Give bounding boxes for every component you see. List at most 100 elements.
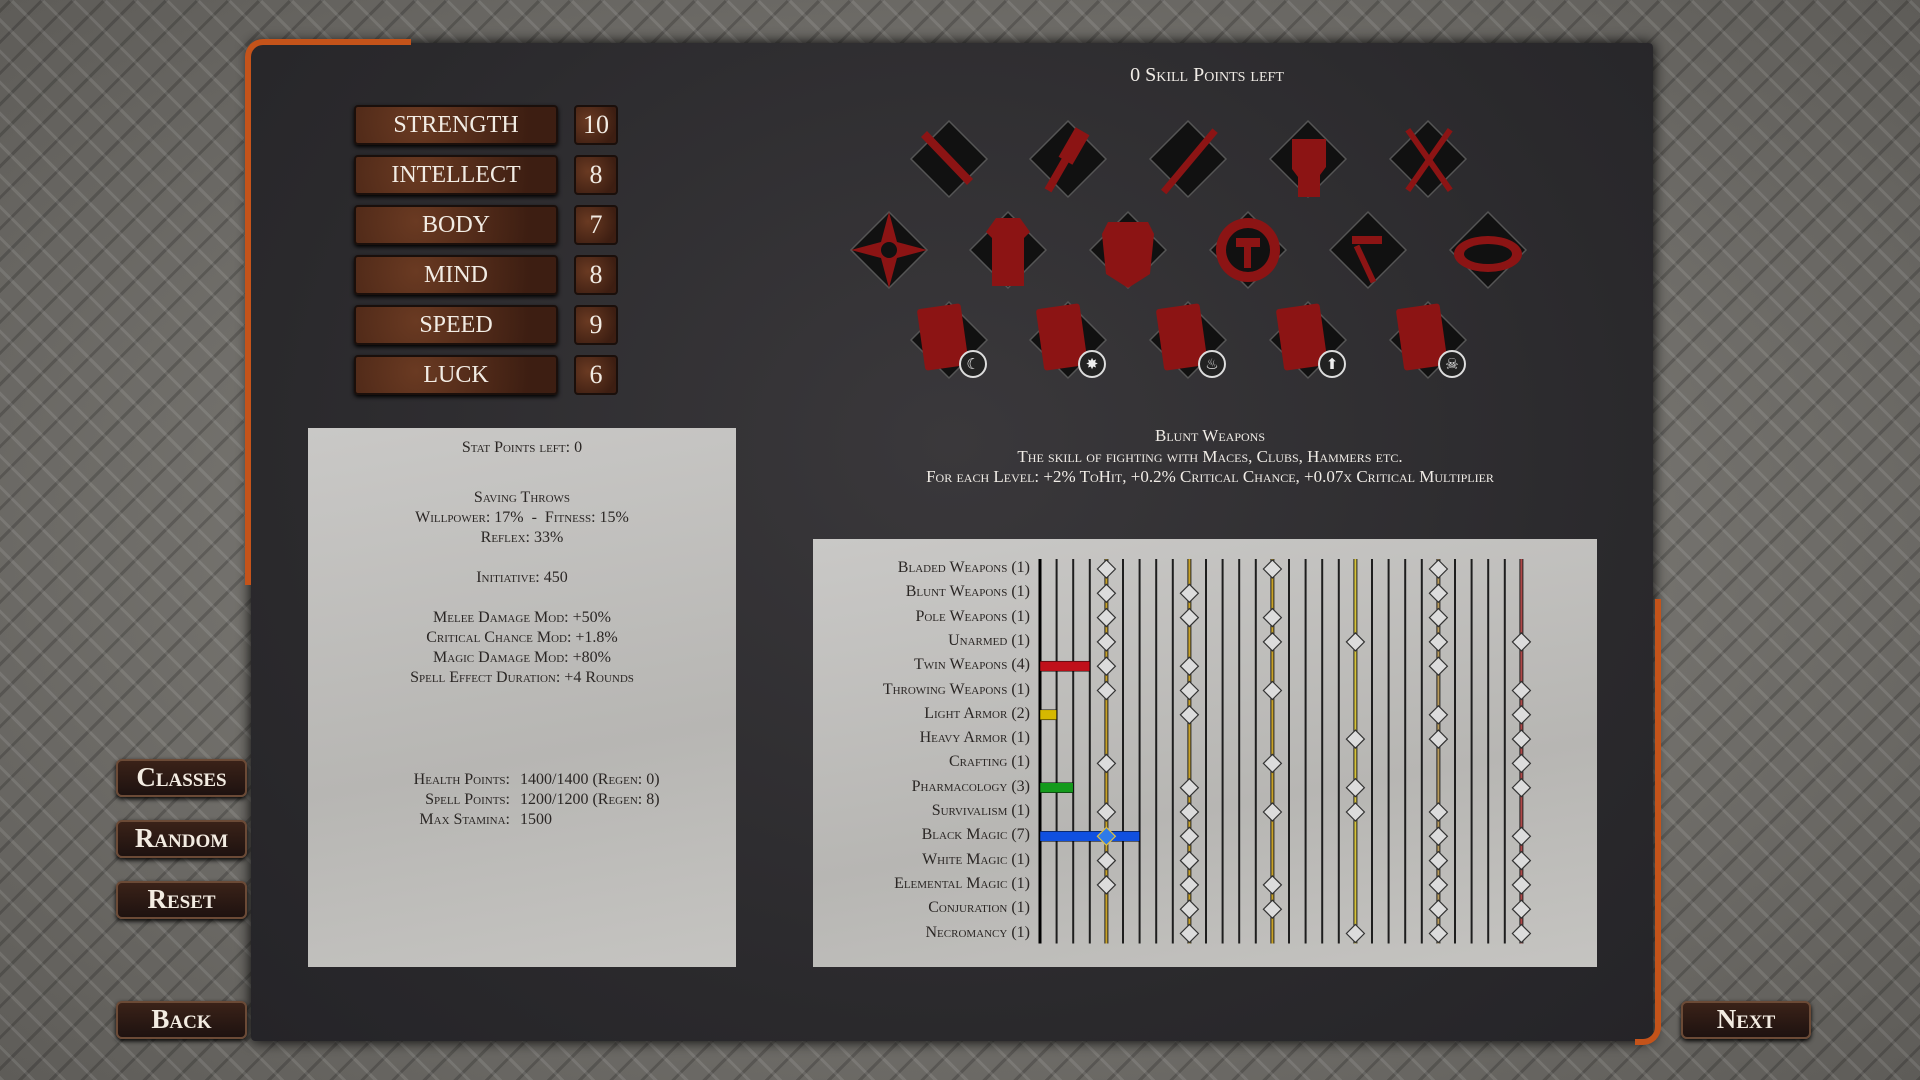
milestone-diamond[interactable]	[1179, 875, 1200, 895]
skill-label[interactable]: White Magic (1)	[922, 850, 1030, 868]
milestone-diamond[interactable]	[1511, 899, 1532, 920]
milestone-diamond[interactable]	[1179, 704, 1200, 725]
milestone-diamond[interactable]	[1096, 875, 1117, 895]
milestone-diamond[interactable]	[1428, 923, 1449, 944]
milestone-diamond[interactable]	[1179, 923, 1200, 944]
trap-icon[interactable]	[1446, 208, 1530, 292]
book-arrow-icon[interactable]: ⬆	[1266, 298, 1350, 382]
milestone-diamond[interactable]	[1179, 802, 1200, 822]
milestone-diamond[interactable]	[1262, 559, 1283, 579]
skill-label[interactable]: Conjuration (1)	[928, 899, 1030, 917]
milestone-diamond[interactable]	[1096, 656, 1117, 677]
classes-button[interactable]: Classes	[116, 759, 247, 797]
milestone-diamond[interactable]	[1511, 875, 1532, 895]
milestone-diamond[interactable]	[1179, 680, 1200, 701]
hammer-icon[interactable]	[1026, 117, 1110, 201]
back-button[interactable]: Back	[116, 1001, 247, 1039]
milestone-diamond[interactable]	[1428, 583, 1449, 604]
milestone-diamond[interactable]	[1096, 632, 1117, 652]
reset-button[interactable]: Reset	[116, 881, 247, 919]
milestone-diamond[interactable]	[1179, 899, 1200, 920]
skill-label[interactable]: Pole Weapons (1)	[915, 607, 1030, 625]
milestone-diamond[interactable]	[1511, 680, 1532, 701]
stat-mind-label[interactable]: Mind	[354, 255, 558, 295]
milestone-diamond[interactable]	[1428, 632, 1449, 652]
book-flame-icon[interactable]: ♨	[1146, 298, 1230, 382]
shuriken-icon[interactable]	[847, 208, 931, 292]
milestone-diamond[interactable]	[1262, 802, 1283, 822]
stat-speed-label[interactable]: Speed	[354, 305, 558, 345]
milestone-diamond[interactable]	[1262, 632, 1283, 652]
robe-icon[interactable]	[966, 208, 1050, 292]
milestone-diamond[interactable]	[1511, 753, 1532, 774]
milestone-diamond[interactable]	[1096, 559, 1117, 579]
milestone-diamond[interactable]	[1428, 899, 1449, 920]
breastplate-icon[interactable]	[1086, 208, 1170, 292]
stat-body-label[interactable]: Body	[354, 205, 558, 245]
milestone-diamond[interactable]	[1096, 802, 1117, 822]
skill-label[interactable]: Survivalism (1)	[931, 802, 1030, 819]
milestone-diamond[interactable]	[1262, 753, 1283, 774]
milestone-diamond[interactable]	[1345, 802, 1366, 822]
milestone-diamond[interactable]	[1345, 777, 1366, 798]
milestone-diamond[interactable]	[1345, 923, 1366, 944]
milestone-diamond[interactable]	[1511, 777, 1532, 798]
milestone-diamond[interactable]	[1428, 826, 1449, 847]
fist-icon[interactable]	[1266, 117, 1350, 201]
milestone-diamond[interactable]	[1428, 875, 1449, 895]
milestone-diamond[interactable]	[1096, 826, 1117, 847]
milestone-diamond[interactable]	[1179, 850, 1200, 871]
random-button[interactable]: Random	[116, 820, 247, 858]
milestone-diamond[interactable]	[1179, 583, 1200, 604]
stat-luck-label[interactable]: Luck	[354, 355, 558, 395]
milestone-diamond[interactable]	[1511, 632, 1532, 652]
milestone-diamond[interactable]	[1428, 559, 1449, 579]
milestone-diamond[interactable]	[1511, 704, 1532, 725]
spear-icon[interactable]	[1146, 117, 1230, 201]
milestone-diamond[interactable]	[1428, 704, 1449, 725]
skill-label[interactable]: Black Magic (7)	[921, 826, 1030, 844]
milestone-diamond[interactable]	[1428, 656, 1449, 677]
gear-hammer-icon[interactable]	[1206, 208, 1290, 292]
skill-label[interactable]: Crafting (1)	[949, 753, 1030, 771]
next-button[interactable]: Next	[1681, 1001, 1811, 1039]
milestone-diamond[interactable]	[1096, 680, 1117, 701]
milestone-diamond[interactable]	[1428, 729, 1449, 749]
skill-label[interactable]: Heavy Armor (1)	[919, 729, 1030, 747]
skill-label[interactable]: Necromancy (1)	[925, 923, 1031, 941]
milestone-diamond[interactable]	[1096, 607, 1117, 628]
stat-strength-label[interactable]: Strength	[354, 105, 558, 145]
skill-label[interactable]: Elemental Magic (1)	[894, 874, 1030, 892]
milestone-diamond[interactable]	[1428, 607, 1449, 628]
book-moon-icon[interactable]: ☾	[907, 298, 991, 382]
milestone-diamond[interactable]	[1179, 826, 1200, 847]
milestone-diamond[interactable]	[1262, 680, 1283, 701]
skill-label[interactable]: Light Armor (2)	[924, 704, 1030, 722]
milestone-diamond[interactable]	[1096, 583, 1117, 604]
milestone-diamond[interactable]	[1096, 753, 1117, 774]
milestone-diamond[interactable]	[1428, 802, 1449, 822]
skill-label[interactable]: Blunt Weapons (1)	[905, 583, 1030, 601]
book-skull-icon[interactable]: ☠	[1386, 298, 1470, 382]
milestone-diamond[interactable]	[1511, 826, 1532, 847]
milestone-diamond[interactable]	[1179, 607, 1200, 628]
tools-icon[interactable]	[1326, 208, 1410, 292]
stat-intellect-label[interactable]: Intellect	[354, 155, 558, 195]
crossed-swords-icon[interactable]	[1386, 117, 1470, 201]
milestone-diamond[interactable]	[1096, 850, 1117, 871]
skill-label[interactable]: Unarmed (1)	[948, 631, 1030, 649]
skill-label[interactable]: Twin Weapons (4)	[913, 656, 1030, 674]
milestone-diamond[interactable]	[1511, 729, 1532, 749]
skill-label[interactable]: Bladed Weapons (1)	[897, 559, 1030, 576]
milestone-diamond[interactable]	[1262, 899, 1283, 920]
milestone-diamond[interactable]	[1179, 777, 1200, 798]
milestone-diamond[interactable]	[1428, 850, 1449, 871]
milestone-diamond[interactable]	[1511, 923, 1532, 944]
milestone-diamond[interactable]	[1511, 850, 1532, 871]
skill-label[interactable]: Throwing Weapons (1)	[882, 680, 1030, 698]
milestone-diamond[interactable]	[1262, 875, 1283, 895]
milestone-diamond[interactable]	[1179, 656, 1200, 677]
dagger-icon[interactable]	[907, 117, 991, 201]
book-sun-icon[interactable]: ✸	[1026, 298, 1110, 382]
milestone-diamond[interactable]	[1345, 632, 1366, 652]
